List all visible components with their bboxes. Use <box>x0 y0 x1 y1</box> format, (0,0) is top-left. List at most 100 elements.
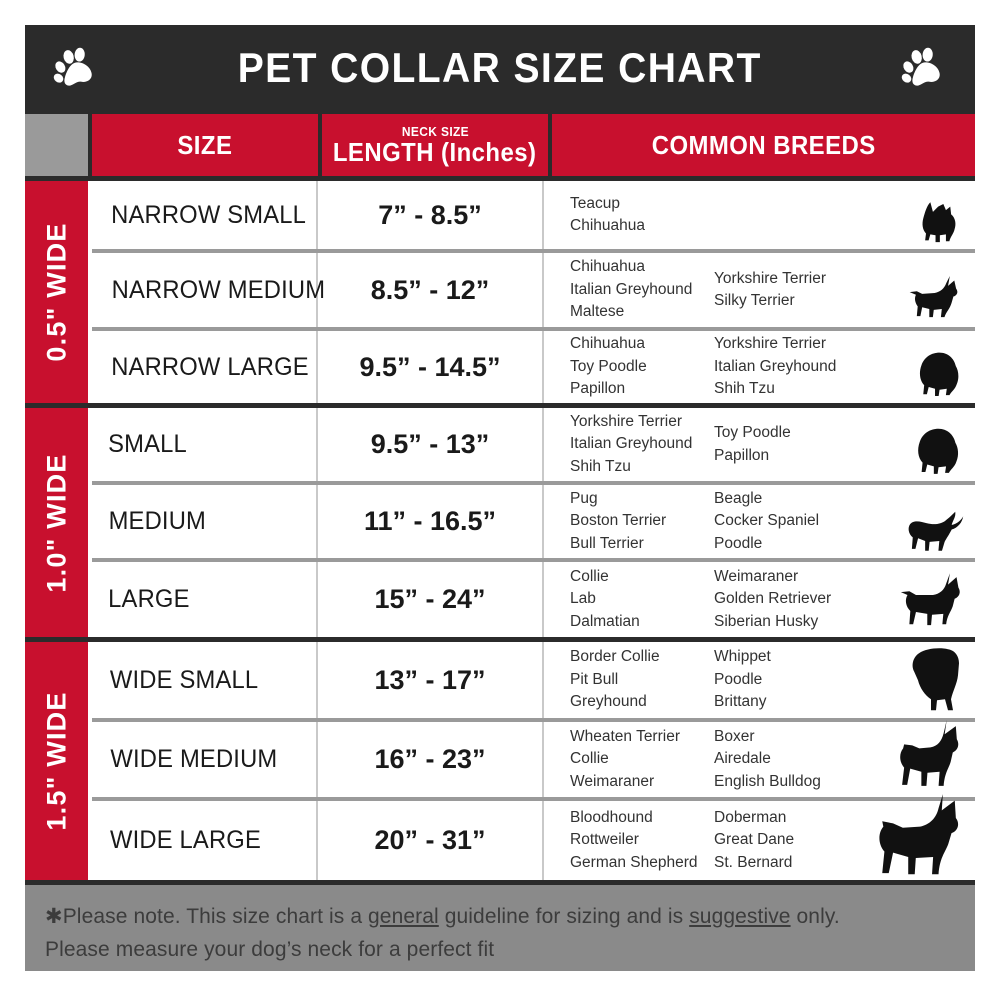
cell-size: WIDE LARGE <box>92 801 318 880</box>
breed-list-secondary: Weimaraner Golden Retriever Siberian Hus… <box>714 566 874 633</box>
cell-length: 11” - 16.5” <box>318 485 544 558</box>
breed-item: Yorkshire Terrier <box>714 335 826 353</box>
breed-item: Bloodhound <box>570 808 653 826</box>
cell-size: NARROW MEDIUM <box>92 253 325 327</box>
breed-item: Silky Terrier <box>714 292 795 309</box>
yorkshire-terrier-silhouette-icon <box>913 197 965 247</box>
breed-list-secondary: Boxer Airedale English Bulldog <box>714 726 874 793</box>
breed-list-secondary: Toy Poodle Papillon <box>714 422 874 467</box>
doberman-silhouette-icon <box>879 792 971 884</box>
breed-item: Chihuahua <box>570 217 645 234</box>
group-rows: NARROW SMALL 7” - 8.5” Teacup Chihuahua <box>92 181 975 403</box>
breed-item: Weimaraner <box>714 567 799 585</box>
breed-item: Chihuahua <box>570 335 645 353</box>
breed-item: Lab <box>570 590 596 608</box>
breed-item: Italian Greyhound <box>570 280 693 298</box>
breed-item: Doberman <box>714 808 787 826</box>
cell-length: 16” - 23” <box>318 722 544 797</box>
group-rows: SMALL 9.5” - 13” Yorkshire Terrier Itali… <box>92 408 975 637</box>
chart-header: PET COLLAR SIZE CHART <box>25 25 975 111</box>
breed-list-secondary: Beagle Cocker Spaniel Poodle <box>714 488 874 555</box>
breed-item: Siberian Husky <box>714 612 819 630</box>
breed-list-primary: Yorkshire Terrier Italian Greyhound Shih… <box>570 411 714 478</box>
breed-list-primary: Teacup Chihuahua <box>570 193 714 238</box>
footer-underline-general: general <box>368 905 439 928</box>
breed-list-primary: Wheaten Terrier Collie Weimaraner <box>570 726 714 793</box>
breed-item: Shih Tzu <box>714 380 775 398</box>
cell-breeds: Chihuahua Toy Poodle Papillon Yorkshire … <box>544 331 975 403</box>
breed-list-secondary: Yorkshire Terrier Italian Greyhound Shih… <box>714 333 874 400</box>
cell-length: 13” - 17” <box>318 642 544 718</box>
pet-collar-size-chart: PET COLLAR SIZE CHART SIZE NECK SIZE LEN… <box>25 25 975 975</box>
asterisk-icon: ✱ <box>45 905 63 928</box>
breed-item: Pit Bull <box>570 670 619 688</box>
breed-item: Maltese <box>570 303 625 321</box>
cell-breeds: Bloodhound Rottweiler German Shepherd Do… <box>544 794 975 880</box>
breed-item: Weimaraner <box>570 772 655 790</box>
breed-item: Italian Greyhound <box>714 357 837 375</box>
column-header-size-label: SIZE <box>177 130 233 160</box>
breed-list-secondary: Whippet Poodle Brittany <box>714 646 874 713</box>
breed-item: Golden Retriever <box>714 590 832 608</box>
breed-item: English Bulldog <box>714 772 821 790</box>
size-group: 1.5" WIDE WIDE SMALL 13” - 17” Border Co… <box>25 637 975 880</box>
paw-print-icon <box>53 47 92 86</box>
breed-list-primary: Pug Boston Terrier Bull Terrier <box>570 488 714 555</box>
breed-item: Wheaten Terrier <box>570 727 680 745</box>
cell-length: 8.5” - 12” <box>318 253 544 327</box>
breed-item: Toy Poodle <box>714 424 791 442</box>
breed-list-secondary: Yorkshire Terrier Silky Terrier <box>714 268 874 313</box>
breed-list-primary: Chihuahua Italian Greyhound Maltese <box>570 256 714 323</box>
cell-breeds: Chihuahua Italian Greyhound Maltese York… <box>544 253 975 327</box>
header-corner-cell <box>25 114 88 176</box>
footer-underline-suggestive: suggestive <box>689 905 791 928</box>
cell-length: 20” - 31” <box>318 801 544 880</box>
breed-item: Bull Terrier <box>570 534 644 552</box>
pug-silhouette-icon <box>903 510 965 556</box>
breed-item: Yorkshire Terrier <box>570 412 682 430</box>
breed-item: Cocker Spaniel <box>714 512 820 530</box>
table-header-row: SIZE NECK SIZE LENGTH (Inches) COMMON BR… <box>25 114 975 176</box>
breed-item: Collie <box>570 750 609 768</box>
breed-item: German Shepherd <box>570 853 698 871</box>
breed-item: Greyhound <box>570 693 647 711</box>
table-row[interactable]: WIDE LARGE 20” - 31” Bloodhound Rottweil… <box>92 794 975 880</box>
size-group: 0.5" WIDE NARROW SMALL 7” - 8.5” Teacup … <box>25 176 975 403</box>
cell-length: 9.5” - 13” <box>318 408 544 481</box>
size-group: 1.0" WIDE SMALL 9.5” - 13” Yorkshire Ter… <box>25 403 975 637</box>
cell-breeds: Yorkshire Terrier Italian Greyhound Shih… <box>544 408 975 481</box>
breed-item: Brittany <box>714 693 767 711</box>
cell-size: WIDE SMALL <box>92 642 318 718</box>
breed-list-secondary: Doberman Great Dane St. Bernard <box>714 807 874 874</box>
bulldog-silhouette-icon <box>905 646 965 716</box>
breed-item: Teacup <box>570 194 620 212</box>
table-row[interactable]: NARROW SMALL 7” - 8.5” Teacup Chihuahua <box>92 181 975 253</box>
table-row[interactable]: LARGE 15” - 24” Collie Lab Dalmatian Wei… <box>92 562 975 637</box>
breed-item: Border Collie <box>570 648 660 666</box>
footer-text-a: Please note. This size chart is a <box>62 905 369 928</box>
breed-item: Shih Tzu <box>570 457 631 475</box>
breed-item: Boxer <box>714 727 755 745</box>
table-row[interactable]: WIDE SMALL 13” - 17” Border Collie Pit B… <box>92 642 975 722</box>
breed-item: Papillon <box>570 380 626 398</box>
footer-line-2: Please measure your dog’s neck for a per… <box>45 937 495 961</box>
footer-note: ✱Please note. This size chart is a gener… <box>25 880 975 971</box>
column-header-breeds: COMMON BREEDS <box>552 114 975 176</box>
breed-item: Rottweiler <box>570 831 639 849</box>
column-header-length-label: LENGTH (Inches) <box>333 137 537 167</box>
breed-item: Airedale <box>714 750 771 768</box>
table-row[interactable]: SMALL 9.5” - 13” Yorkshire Terrier Itali… <box>92 408 975 485</box>
cell-breeds: Collie Lab Dalmatian Weimaraner Golden R… <box>544 562 975 637</box>
table-row[interactable]: MEDIUM 11” - 16.5” Pug Boston Terrier Bu… <box>92 485 975 562</box>
breed-list-primary: Collie Lab Dalmatian <box>570 566 714 633</box>
group-label-text: 1.5" WIDE <box>41 691 71 831</box>
breed-item: St. Bernard <box>714 853 793 871</box>
cell-length: 7” - 8.5” <box>318 181 544 249</box>
group-label-text: 0.5" WIDE <box>41 222 71 362</box>
table-row[interactable]: NARROW LARGE 9.5” - 14.5” Chihuahua Toy … <box>92 331 975 403</box>
cell-size: WIDE MEDIUM <box>92 722 318 797</box>
table-row[interactable]: NARROW MEDIUM 8.5” - 12” Chihuahua Itali… <box>92 253 975 331</box>
table-row[interactable]: WIDE MEDIUM 16” - 23” Wheaten Terrier Co… <box>92 720 975 801</box>
breed-item: Great Dane <box>714 831 795 849</box>
cell-breeds: Wheaten Terrier Collie Weimaraner Boxer … <box>544 720 975 797</box>
